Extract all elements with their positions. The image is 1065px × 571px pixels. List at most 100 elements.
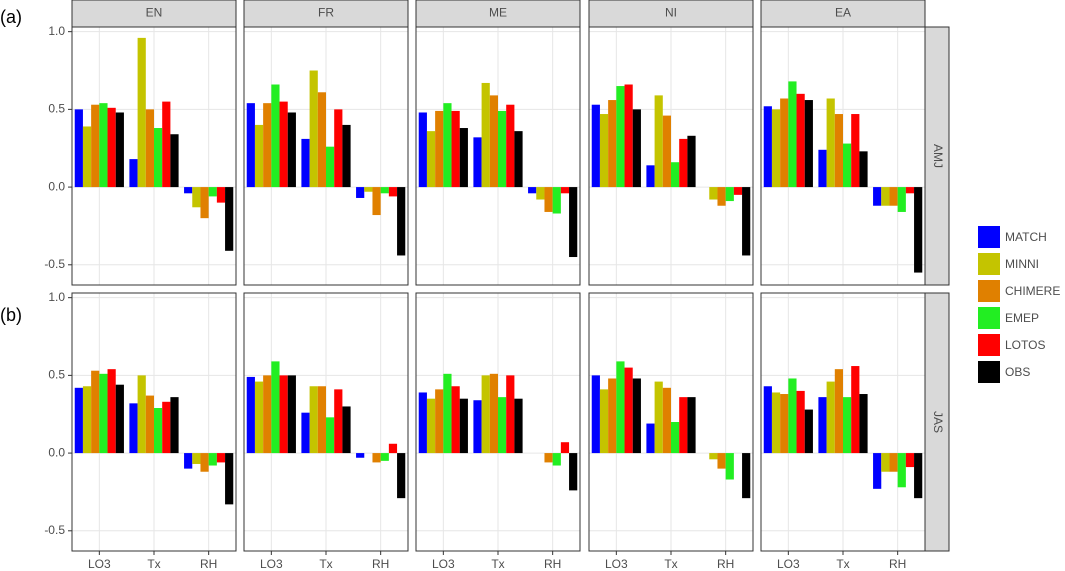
panel-border bbox=[588, 292, 754, 552]
bar bbox=[309, 386, 318, 454]
x-tick-label: LO3 bbox=[88, 557, 111, 571]
bar bbox=[271, 84, 280, 188]
bar bbox=[560, 187, 570, 194]
bar bbox=[137, 37, 146, 188]
bar bbox=[599, 114, 609, 188]
bar bbox=[481, 82, 490, 188]
x-tick-label: Tx bbox=[836, 557, 849, 571]
row-strip bbox=[924, 26, 950, 286]
y-tick-label: 1.0 bbox=[48, 24, 65, 38]
bar bbox=[905, 453, 915, 468]
bar bbox=[99, 103, 108, 188]
bar bbox=[679, 138, 688, 188]
bar bbox=[372, 453, 381, 463]
bar bbox=[851, 114, 860, 188]
bar bbox=[82, 126, 92, 188]
y-tick-label: -0.5 bbox=[44, 523, 65, 537]
bar bbox=[544, 453, 553, 463]
bar bbox=[717, 187, 726, 206]
legend-key bbox=[978, 226, 1000, 248]
bar bbox=[646, 165, 655, 188]
bar bbox=[208, 453, 217, 466]
bar bbox=[742, 187, 751, 256]
legend-label: CHIMERE bbox=[1005, 284, 1060, 298]
bar bbox=[225, 453, 234, 505]
bar bbox=[624, 84, 633, 188]
panel-border bbox=[71, 292, 237, 552]
bar bbox=[287, 375, 296, 454]
bar bbox=[426, 398, 436, 454]
bar bbox=[342, 406, 351, 454]
bar bbox=[679, 397, 688, 454]
bar bbox=[107, 107, 116, 188]
bar bbox=[552, 187, 561, 214]
bar bbox=[591, 375, 600, 454]
bar bbox=[216, 453, 226, 463]
column-strip bbox=[588, 0, 754, 28]
bar bbox=[506, 104, 515, 188]
bar bbox=[435, 110, 444, 188]
y-tick-label: 0.0 bbox=[48, 179, 65, 193]
bar bbox=[763, 106, 772, 188]
bar bbox=[263, 103, 272, 188]
bar bbox=[709, 453, 718, 460]
bar bbox=[334, 109, 343, 188]
bar bbox=[889, 453, 898, 472]
panel-border bbox=[415, 292, 581, 552]
x-tick-label: Tx bbox=[664, 557, 677, 571]
bar bbox=[451, 110, 460, 188]
x-tick-label: Tx bbox=[491, 557, 504, 571]
bar bbox=[82, 386, 92, 454]
bar bbox=[818, 397, 827, 454]
y-tick-label: 0.0 bbox=[48, 445, 65, 459]
bar bbox=[473, 400, 482, 454]
bar bbox=[342, 124, 351, 188]
bar bbox=[184, 187, 193, 194]
bar bbox=[246, 376, 255, 454]
bar bbox=[662, 115, 671, 188]
bar bbox=[914, 453, 923, 499]
bar bbox=[897, 187, 906, 212]
bar bbox=[780, 98, 789, 188]
column-strip bbox=[243, 0, 409, 28]
column-label: ME bbox=[489, 6, 507, 20]
x-tick-label: RH bbox=[544, 557, 561, 571]
bar bbox=[834, 114, 843, 188]
bar bbox=[145, 395, 154, 454]
bar bbox=[843, 143, 852, 188]
bar bbox=[671, 422, 680, 454]
bar bbox=[301, 138, 310, 188]
bar bbox=[418, 392, 427, 454]
bar bbox=[709, 187, 718, 200]
bar bbox=[451, 386, 460, 454]
bar bbox=[796, 390, 805, 454]
x-tick-label: RH bbox=[200, 557, 217, 571]
bar bbox=[528, 187, 537, 194]
column-strip bbox=[415, 0, 581, 28]
y-tick-label: 1.0 bbox=[48, 290, 65, 304]
y-tick-label: 0.5 bbox=[48, 102, 65, 116]
legend-label: OBS bbox=[1005, 365, 1030, 379]
bar bbox=[569, 187, 578, 258]
bar bbox=[397, 187, 406, 256]
bar bbox=[788, 378, 797, 454]
bar bbox=[326, 146, 335, 188]
bar bbox=[687, 135, 696, 188]
bar bbox=[826, 98, 835, 188]
bar bbox=[91, 370, 100, 454]
bar bbox=[780, 394, 789, 454]
legend-key bbox=[978, 280, 1000, 302]
bar bbox=[733, 187, 743, 195]
x-tick-label: RH bbox=[889, 557, 906, 571]
bar bbox=[246, 103, 255, 188]
bar bbox=[216, 187, 226, 203]
column-strip bbox=[760, 0, 926, 28]
bar bbox=[364, 187, 373, 192]
bar bbox=[254, 381, 264, 454]
bar bbox=[654, 381, 663, 454]
column-strip bbox=[71, 0, 237, 28]
bar bbox=[356, 187, 365, 198]
bar bbox=[317, 92, 326, 188]
bar bbox=[162, 101, 171, 188]
